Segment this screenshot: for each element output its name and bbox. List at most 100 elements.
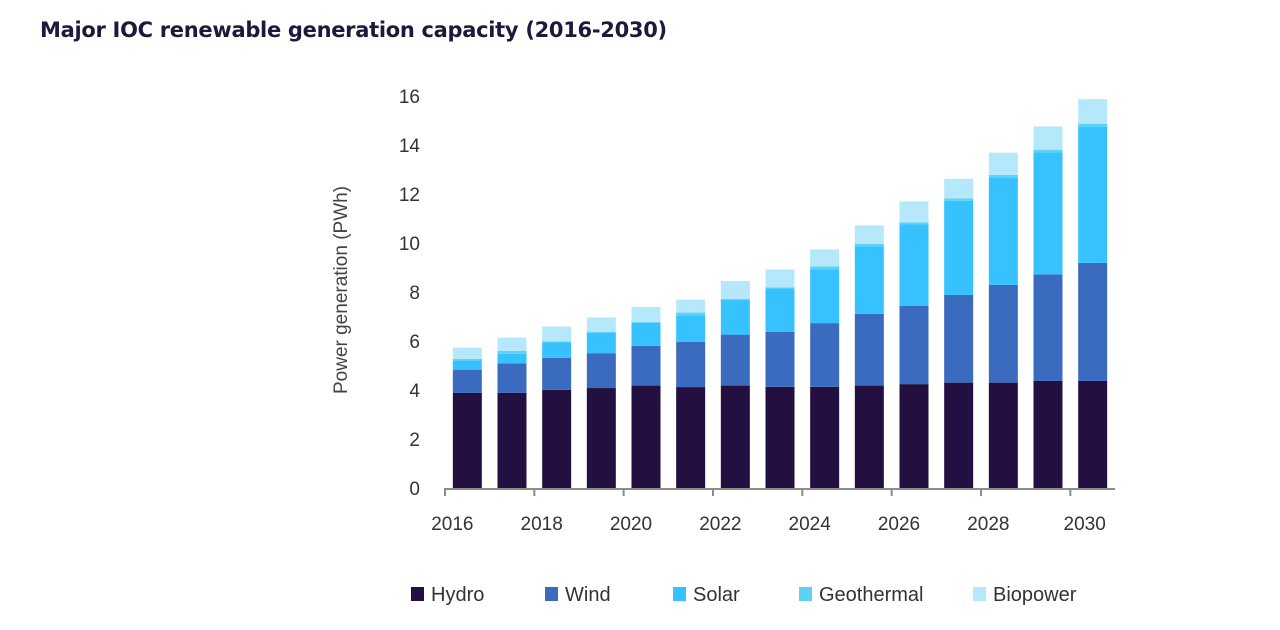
y-tick-label: 0	[409, 479, 420, 500]
bar-segment-hydro-2027	[944, 382, 974, 488]
bar-segment-hydro-2021	[676, 387, 706, 488]
y-axis-title: Power generation (PWh)	[331, 186, 352, 394]
x-tick-label: 2030	[1064, 514, 1106, 535]
bar-segment-geothermal-2025	[854, 243, 884, 247]
bar-segment-solar-2023	[765, 288, 795, 332]
bar-segment-solar-2019	[586, 332, 616, 354]
bar-segment-biopower-2024	[810, 249, 840, 267]
bar-segment-geothermal-2020	[631, 321, 661, 323]
legend-label-solar: Solar	[693, 584, 740, 606]
bar-segment-wind-2027	[944, 294, 974, 383]
bar-segment-hydro-2022	[720, 385, 750, 488]
bar-segment-biopower-2030	[1078, 99, 1108, 124]
bar-segment-solar-2016	[452, 360, 482, 370]
bar-segment-biopower-2018	[542, 326, 572, 342]
legend-label-wind: Wind	[565, 584, 611, 606]
bar-segment-biopower-2023	[765, 269, 795, 288]
bar-segment-solar-2030	[1078, 126, 1108, 263]
bar-segment-wind-2022	[720, 334, 750, 386]
legend-label-hydro: Hydro	[431, 584, 484, 606]
bar-segment-solar-2026	[899, 224, 929, 306]
bar-segment-biopower-2020	[631, 306, 661, 322]
bar-segment-hydro-2024	[810, 386, 840, 488]
bar-segment-hydro-2025	[854, 385, 884, 488]
bar-segment-hydro-2023	[765, 386, 795, 488]
bar-segment-wind-2019	[586, 353, 616, 389]
x-tick-label: 2024	[789, 514, 832, 535]
y-tick-label: 16	[399, 87, 420, 108]
bar-segment-hydro-2029	[1033, 380, 1063, 488]
bar-segment-wind-2017	[497, 363, 527, 393]
bar-segment-geothermal-2019	[586, 331, 616, 333]
bar-segment-geothermal-2027	[944, 198, 974, 201]
x-tick-label: 2028	[967, 514, 1009, 535]
legend-swatch-hydro	[411, 587, 424, 601]
bar-segment-solar-2028	[988, 177, 1018, 285]
bar-segment-wind-2024	[810, 323, 840, 387]
bar-segment-geothermal-2029	[1033, 149, 1063, 153]
bar-segment-solar-2018	[542, 342, 572, 358]
bar-segment-wind-2026	[899, 305, 929, 385]
bar-segment-solar-2021	[676, 315, 706, 342]
bar-segment-wind-2025	[854, 313, 884, 386]
y-tick-label: 10	[399, 234, 420, 255]
legend-swatch-wind	[545, 587, 558, 601]
bar-segment-wind-2029	[1033, 274, 1063, 381]
bar-segment-solar-2017	[497, 353, 527, 364]
bar-segment-hydro-2016	[452, 392, 482, 488]
legend-swatch-geothermal	[799, 587, 812, 601]
bar-segment-solar-2020	[631, 322, 661, 346]
bar-segment-geothermal-2028	[988, 174, 1018, 178]
bar-segment-hydro-2020	[631, 385, 661, 488]
bar-segment-geothermal-2030	[1078, 123, 1108, 127]
x-tick-label: 2018	[521, 514, 563, 535]
bar-segment-hydro-2017	[497, 392, 527, 488]
bar-segment-biopower-2017	[497, 337, 527, 351]
x-tick-label: 2022	[699, 514, 741, 535]
legend-swatch-biopower	[973, 587, 986, 601]
x-tick-label: 2020	[610, 514, 652, 535]
bar-segment-biopower-2016	[452, 347, 482, 359]
bar-segment-wind-2016	[452, 369, 482, 393]
bar-segment-biopower-2021	[676, 299, 706, 313]
bar-segment-geothermal-2018	[542, 341, 572, 343]
bar-segment-biopower-2026	[899, 201, 929, 223]
y-tick-label: 2	[409, 430, 420, 451]
legend-label-biopower: Biopower	[993, 584, 1077, 606]
y-tick-label: 6	[409, 332, 420, 353]
bar-segment-wind-2023	[765, 331, 795, 387]
bar-segment-solar-2029	[1033, 152, 1063, 275]
legend-swatch-solar	[673, 587, 686, 601]
bar-segment-wind-2018	[542, 357, 572, 390]
bar-segment-solar-2024	[810, 269, 840, 324]
bar-segment-geothermal-2017	[497, 350, 527, 354]
bar-segment-geothermal-2023	[765, 287, 795, 289]
bar-segment-hydro-2028	[988, 382, 1018, 488]
bar-segment-geothermal-2016	[452, 358, 482, 361]
bar-segment-geothermal-2022	[720, 298, 750, 301]
bar-segment-solar-2022	[720, 300, 750, 335]
y-tick-label: 12	[399, 185, 420, 206]
bar-segment-wind-2028	[988, 284, 1018, 383]
bar-segment-solar-2027	[944, 200, 974, 295]
bar-segment-wind-2021	[676, 341, 706, 388]
y-tick-label: 8	[409, 283, 420, 304]
bar-segment-geothermal-2026	[899, 222, 929, 225]
bar-segment-biopower-2022	[720, 280, 750, 299]
legend-label-geothermal: Geothermal	[819, 584, 924, 606]
bar-segment-hydro-2018	[542, 389, 572, 488]
y-tick-label: 14	[399, 136, 421, 157]
bar-segment-biopower-2025	[854, 225, 884, 244]
bar-segment-hydro-2026	[899, 384, 929, 488]
bar-segment-hydro-2030	[1078, 380, 1108, 488]
bar-segment-wind-2030	[1078, 262, 1108, 381]
bar-segment-biopower-2028	[988, 152, 1018, 175]
bar-segment-wind-2020	[631, 345, 661, 386]
bar-segment-biopower-2027	[944, 178, 974, 199]
bar-segment-geothermal-2021	[676, 312, 706, 316]
y-tick-label: 4	[409, 381, 420, 402]
bar-segment-solar-2025	[854, 246, 884, 314]
x-tick-label: 2026	[878, 514, 920, 535]
bar-segment-biopower-2029	[1033, 126, 1063, 150]
